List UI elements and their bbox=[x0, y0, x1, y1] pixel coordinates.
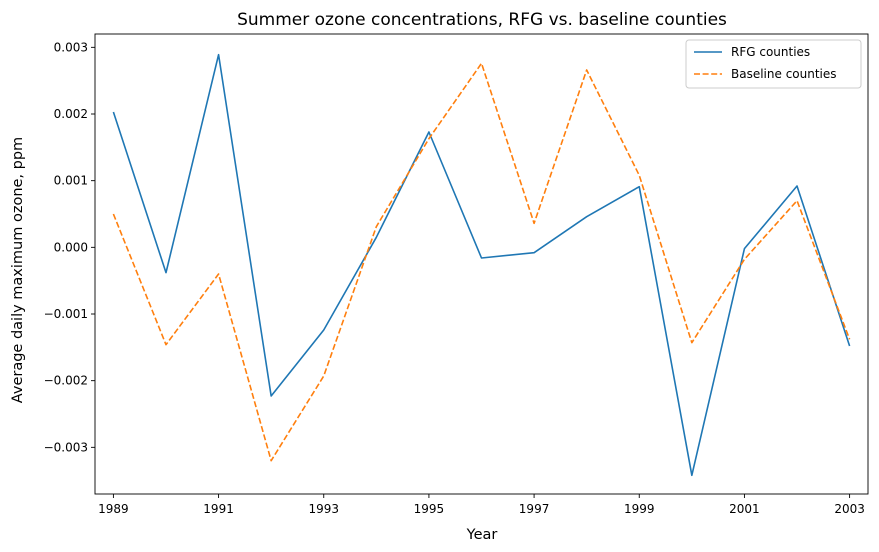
data-point-series1-1992 bbox=[270, 395, 272, 397]
data-point-series1-1989 bbox=[113, 111, 115, 113]
legend-box bbox=[685, 39, 862, 89]
data-point-series1-1991 bbox=[218, 54, 220, 56]
legend-label-2: Baseline counties bbox=[731, 67, 837, 81]
series-line-1 bbox=[112, 53, 851, 477]
x-tick-label: 2003 bbox=[834, 502, 865, 516]
data-point-series2-1997 bbox=[533, 223, 535, 225]
plot-area: 1989 1991 1993 1995 1997 1999 2001 2003 −0.003 −0… bbox=[44, 33, 869, 516]
data-point-series2-2001 bbox=[744, 259, 746, 261]
data-point-series1-1997 bbox=[533, 252, 535, 254]
data-point-series2-1998 bbox=[586, 69, 588, 71]
series-line-2 bbox=[112, 62, 851, 462]
data-point-series1-2002 bbox=[796, 185, 798, 187]
data-point-series2-1996 bbox=[481, 63, 483, 65]
data-point-series2-1990 bbox=[165, 344, 167, 346]
data-point-series2-2000 bbox=[691, 342, 693, 344]
plot-frame bbox=[94, 33, 869, 495]
legend: RFG counties Baseline counties bbox=[685, 39, 862, 89]
data-point-series2-1999 bbox=[638, 175, 640, 177]
data-point-series1-1994 bbox=[376, 237, 378, 239]
data-point-series2-1991 bbox=[218, 273, 220, 275]
data-point-series2-1993 bbox=[323, 375, 325, 377]
y-tick-label: 0.003 bbox=[54, 40, 88, 54]
x-tick-label: 1989 bbox=[98, 502, 129, 516]
y-tick-label: 0.001 bbox=[54, 174, 88, 188]
x-tick-label: 1997 bbox=[519, 502, 550, 516]
y-tick-label: −0.001 bbox=[44, 307, 88, 321]
data-point-series2-1992 bbox=[270, 460, 272, 462]
chart-title: Summer ozone concentrations, RFG vs. bas… bbox=[237, 10, 727, 30]
data-point-series1-2001 bbox=[744, 248, 746, 250]
x-tick-label: 1993 bbox=[308, 502, 339, 516]
data-point-series2-1995 bbox=[428, 138, 430, 140]
data-point-series1-2003 bbox=[849, 345, 851, 347]
data-point-series1-1993 bbox=[323, 329, 325, 331]
y-tick-label: −0.002 bbox=[44, 374, 88, 388]
x-axis-label: Year bbox=[466, 527, 498, 543]
data-point-series1-2000 bbox=[691, 475, 693, 477]
data-point-series1-1995 bbox=[428, 131, 430, 133]
x-tick-label: 1999 bbox=[624, 502, 655, 516]
data-point-series2-2003 bbox=[849, 339, 851, 341]
y-tick-label: 0.000 bbox=[54, 240, 88, 254]
data-point-series2-2002 bbox=[796, 200, 798, 202]
x-tick-label: 2001 bbox=[729, 502, 760, 516]
data-point-series2-1989 bbox=[113, 213, 115, 215]
x-tick-label: 1991 bbox=[203, 502, 234, 516]
legend-label-1: RFG counties bbox=[731, 45, 810, 59]
data-point-series1-1998 bbox=[586, 216, 588, 218]
data-point-series1-1996 bbox=[481, 257, 483, 259]
y-tick-label: −0.003 bbox=[44, 440, 88, 454]
x-tick-label: 1995 bbox=[414, 502, 445, 516]
data-point-series1-1990 bbox=[165, 272, 167, 274]
data-point-series2-1994 bbox=[376, 226, 378, 228]
y-tick-label: 0.002 bbox=[54, 107, 88, 121]
y-axis-label: Average daily maximum ozone, ppm bbox=[10, 137, 26, 403]
data-point-series1-1999 bbox=[638, 186, 640, 188]
